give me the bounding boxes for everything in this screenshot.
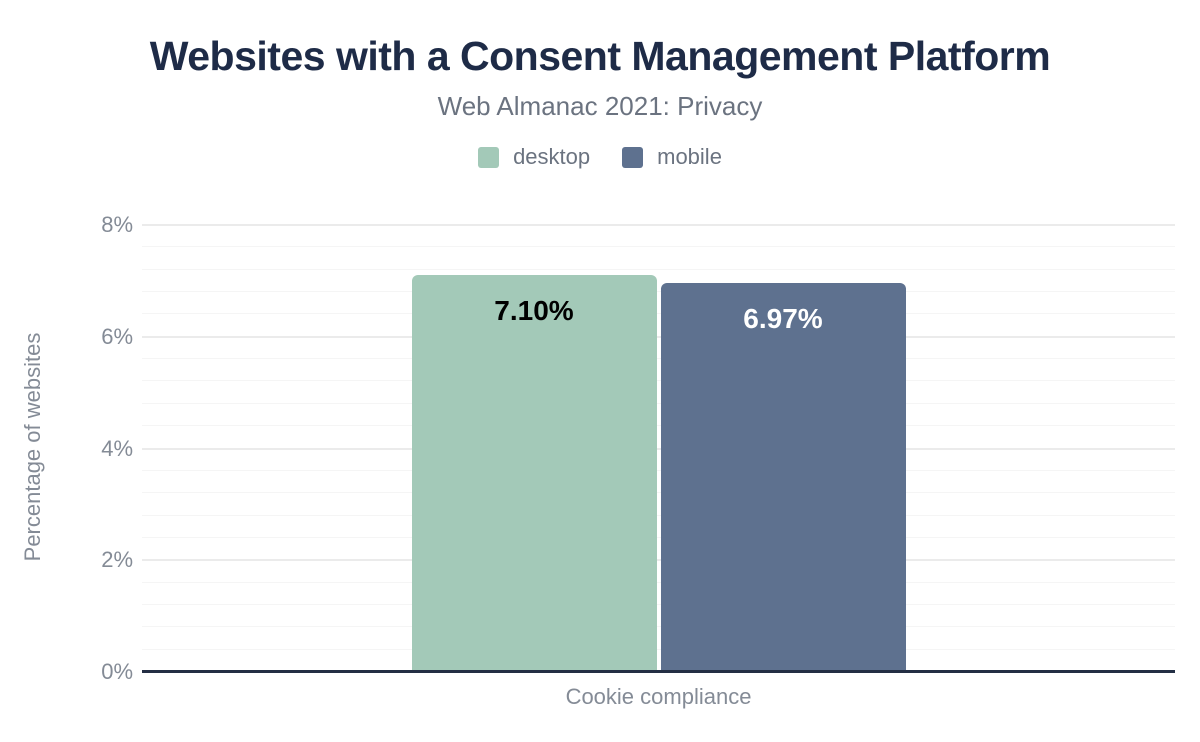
minor-gridline bbox=[142, 246, 1175, 248]
minor-gridline bbox=[142, 626, 1175, 628]
minor-gridline bbox=[142, 380, 1175, 382]
legend-item-desktop: desktop bbox=[478, 144, 590, 170]
chart-legend: desktop mobile bbox=[0, 144, 1200, 170]
legend-label-mobile: mobile bbox=[657, 144, 722, 169]
minor-gridline bbox=[142, 425, 1175, 427]
y-tick-label: 2% bbox=[101, 547, 133, 573]
minor-gridline bbox=[142, 358, 1175, 360]
x-axis-category-label: Cookie compliance bbox=[565, 684, 752, 709]
y-tick-label: 0% bbox=[101, 659, 133, 684]
major-gridline bbox=[142, 335, 1175, 338]
legend-label-desktop: desktop bbox=[513, 144, 591, 169]
bar-value-label-mobile: 6.97% bbox=[743, 302, 823, 334]
desktop-swatch-icon bbox=[478, 146, 500, 168]
minor-gridline bbox=[142, 469, 1175, 471]
minor-gridline bbox=[142, 313, 1175, 315]
minor-gridline bbox=[142, 648, 1175, 650]
y-tick-label: 6% bbox=[101, 323, 133, 349]
minor-gridline bbox=[142, 402, 1175, 404]
major-gridline bbox=[142, 447, 1175, 450]
chart-title: Websites with a Consent Management Platf… bbox=[149, 33, 1051, 79]
x-axis-line bbox=[142, 670, 1175, 673]
y-tick-label: 8% bbox=[101, 212, 133, 237]
minor-gridline bbox=[142, 291, 1175, 293]
y-tick-label: 4% bbox=[101, 435, 133, 461]
major-gridline bbox=[142, 559, 1175, 562]
minor-gridline bbox=[142, 603, 1175, 605]
minor-gridline bbox=[142, 268, 1175, 270]
mobile-swatch-icon bbox=[622, 146, 644, 168]
minor-gridline bbox=[142, 514, 1175, 516]
legend-item-mobile: mobile bbox=[622, 144, 722, 170]
bar-mobile: 6.97% bbox=[660, 282, 906, 672]
bar-value-label-desktop: 7.10% bbox=[494, 295, 574, 327]
minor-gridline bbox=[142, 492, 1175, 494]
minor-gridline bbox=[142, 581, 1175, 583]
major-gridline bbox=[142, 224, 1175, 226]
plot-area: 7.10% 6.97% bbox=[142, 224, 1175, 673]
minor-gridline bbox=[142, 536, 1175, 538]
chart-subtitle: Web Almanac 2021: Privacy bbox=[437, 91, 763, 121]
bar-desktop: 7.10% bbox=[411, 275, 657, 672]
